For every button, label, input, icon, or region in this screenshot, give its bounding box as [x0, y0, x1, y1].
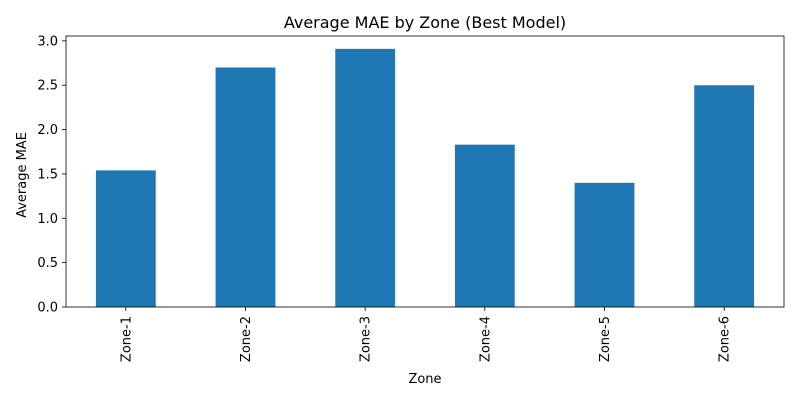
bar-zone-6 — [694, 85, 755, 307]
x-tick-label: Zone-4 — [478, 316, 493, 362]
chart-title: Average MAE by Zone (Best Model) — [284, 13, 566, 32]
x-tick-label: Zone-3 — [359, 316, 374, 362]
plot-area — [65, 35, 785, 308]
bar-zone-5 — [574, 182, 635, 307]
y-tick-label: 1.5 — [37, 167, 58, 182]
x-tick-label: Zone-5 — [598, 316, 613, 362]
y-tick-label: 3.0 — [37, 34, 58, 49]
x-axis-label: Zone — [408, 372, 441, 387]
y-tick-label: 2.5 — [37, 79, 58, 94]
bar-zone-2 — [215, 67, 276, 307]
x-tick-label: Zone-6 — [718, 316, 733, 362]
x-tick-label: Zone-1 — [119, 316, 134, 362]
plot-frame — [65, 35, 785, 308]
y-axis: 0.0 0.5 1.0 1.5 2.0 2.5 3.0 — [37, 34, 66, 316]
x-axis: Zone-1 Zone-2 Zone-3 Zone-4 Zone-5 Zone-6 — [119, 307, 733, 362]
y-tick-label: 0.0 — [37, 301, 58, 316]
bar-zone-3 — [335, 48, 396, 308]
x-tick-label: Zone-2 — [239, 316, 254, 362]
y-axis-label: Average MAE — [15, 132, 30, 218]
y-tick-label: 2.0 — [37, 123, 58, 138]
y-tick-label: 0.5 — [37, 256, 58, 271]
bar-zone-4 — [454, 144, 515, 307]
y-tick-label: 1.0 — [37, 212, 58, 227]
bar-zone-1 — [95, 170, 156, 307]
